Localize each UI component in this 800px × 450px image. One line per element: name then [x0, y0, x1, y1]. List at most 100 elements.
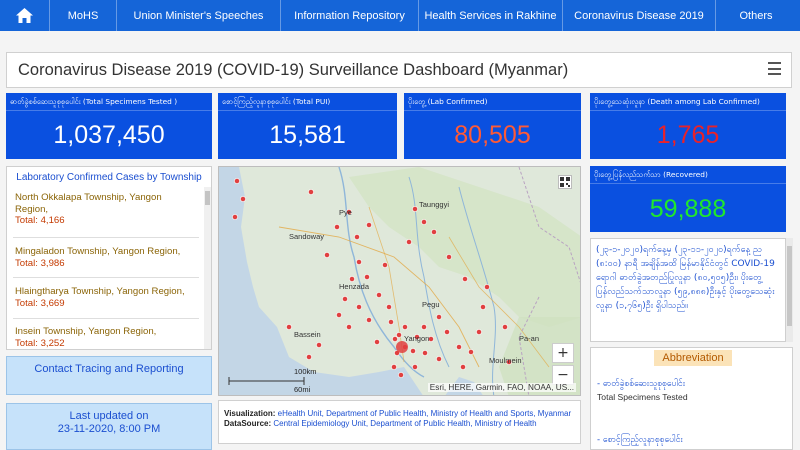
case-marker[interactable]: [356, 259, 362, 265]
case-marker[interactable]: [386, 304, 392, 310]
case-marker[interactable]: [286, 324, 292, 330]
viz-text: eHealth Unit, Department of Public Healt…: [277, 409, 572, 418]
total-pui-label: စောင့်ကြည့်လူနာစုစုပေါင်း (Total PUI): [222, 97, 331, 106]
case-marker[interactable]: [334, 224, 340, 230]
case-marker[interactable]: [414, 334, 420, 340]
case-marker[interactable]: [436, 356, 442, 362]
case-marker[interactable]: [364, 274, 370, 280]
total-tested-label: ဓာတ်ခွဲစစ်ဆေးသူစုစုပေါင်း (Total Specime…: [10, 97, 178, 106]
list-item[interactable]: Hlaingtharya Township, Yangon Region, To…: [15, 286, 195, 309]
township-list-header: Laboratory Confirmed Cases by Township: [16, 172, 202, 183]
home-icon: [16, 8, 33, 23]
nav-item-mohs[interactable]: MoHS: [67, 9, 99, 22]
case-map[interactable]: Pye Taunggyi Sandoway Henzada Pegu Basse…: [218, 166, 581, 396]
nav-divider: [715, 0, 716, 31]
hamburger-menu-icon[interactable]: [768, 62, 781, 75]
case-marker[interactable]: [506, 359, 512, 365]
case-marker[interactable]: [502, 324, 508, 330]
map-label: Sandoway: [289, 232, 324, 241]
case-marker[interactable]: [406, 239, 412, 245]
case-marker[interactable]: [412, 206, 418, 212]
scrollbar-thumb[interactable]: [205, 191, 210, 205]
case-marker[interactable]: [456, 344, 462, 350]
case-marker[interactable]: [468, 349, 474, 355]
list-item[interactable]: Insein Township, Yangon Region, Total: 3…: [15, 326, 195, 349]
case-marker[interactable]: [436, 314, 442, 320]
case-cluster-marker[interactable]: [396, 341, 408, 353]
case-marker[interactable]: [382, 262, 388, 268]
contact-tracing-button[interactable]: Contact Tracing and Reporting: [6, 356, 212, 395]
township-name: Mingaladon Township, Yangon Region,: [15, 246, 181, 257]
case-marker[interactable]: [376, 292, 382, 298]
case-marker[interactable]: [234, 178, 240, 184]
nav-item-speeches[interactable]: Union Minister's Speeches: [133, 9, 264, 22]
zoom-out-button[interactable]: −: [552, 365, 574, 385]
case-marker[interactable]: [398, 372, 404, 378]
case-marker[interactable]: [324, 252, 330, 258]
scrollbar-thumb[interactable]: [787, 246, 792, 326]
case-marker[interactable]: [240, 196, 246, 202]
case-marker[interactable]: [316, 342, 322, 348]
case-marker[interactable]: [366, 317, 372, 323]
case-marker[interactable]: [308, 189, 314, 195]
case-marker[interactable]: [392, 336, 398, 342]
case-marker[interactable]: [422, 350, 428, 356]
nav-item-others[interactable]: Others: [739, 9, 773, 22]
map-label: Taunggyi: [419, 200, 449, 209]
home-button[interactable]: [0, 0, 49, 31]
case-marker[interactable]: [336, 312, 342, 318]
case-marker[interactable]: [460, 364, 466, 370]
case-marker[interactable]: [446, 254, 452, 260]
case-marker[interactable]: [388, 319, 394, 325]
case-marker[interactable]: [342, 296, 348, 302]
list-item[interactable]: Mingaladon Township, Yangon Region, Tota…: [15, 246, 195, 269]
case-marker[interactable]: [232, 214, 238, 220]
case-marker[interactable]: [428, 336, 434, 342]
total-tested-value: 1,037,450: [53, 121, 165, 149]
abbreviation-definition: Total Specimens Tested: [597, 392, 688, 402]
case-marker[interactable]: [402, 324, 408, 330]
list-item[interactable]: North Okkalapa Township, Yangon Region, …: [15, 192, 195, 227]
map-label: Pye: [339, 208, 352, 217]
case-marker[interactable]: [431, 229, 437, 235]
case-marker[interactable]: [356, 304, 362, 310]
case-marker[interactable]: [354, 234, 360, 240]
last-updated-panel: Last updated on 23-11-2020, 8:00 PM: [6, 403, 212, 450]
township-total: Total: 3,252: [15, 337, 65, 349]
page-title: Coronavirus Disease 2019 (COVID-19) Surv…: [18, 60, 569, 79]
case-marker[interactable]: [366, 222, 372, 228]
nav-item-repository[interactable]: Information Repository: [294, 9, 405, 22]
case-marker[interactable]: [462, 276, 468, 282]
case-marker[interactable]: [374, 339, 380, 345]
case-marker[interactable]: [306, 354, 312, 360]
map-label: Yangon: [404, 334, 429, 343]
case-marker[interactable]: [391, 364, 397, 370]
township-scrollbar[interactable]: [204, 187, 211, 349]
case-marker[interactable]: [421, 219, 427, 225]
case-marker[interactable]: [480, 304, 486, 310]
recovered-label: ပိုးတွေ့ပြန်လည်သက်သာ (Recovered): [594, 170, 708, 179]
nav-item-rakhine[interactable]: Health Services in Rakhine: [424, 9, 557, 22]
case-marker[interactable]: [476, 329, 482, 335]
case-marker[interactable]: [410, 348, 416, 354]
case-marker[interactable]: [444, 329, 450, 335]
case-marker[interactable]: [346, 324, 352, 330]
case-marker[interactable]: [349, 276, 355, 282]
map-label: Moulmein: [489, 356, 522, 365]
nav-divider: [562, 0, 563, 31]
map-attribution: Esri, HERE, Garmin, FAO, NOAA, US...: [427, 383, 576, 392]
map-canvas[interactable]: Pye Taunggyi Sandoway Henzada Pegu Basse…: [219, 167, 581, 396]
case-marker[interactable]: [484, 284, 490, 290]
case-marker[interactable]: [396, 332, 402, 338]
scale-label-mi: 60mi: [294, 385, 311, 394]
case-marker[interactable]: [346, 209, 352, 215]
case-marker[interactable]: [421, 324, 427, 330]
zoom-in-button[interactable]: +: [552, 343, 574, 363]
qr-icon[interactable]: [558, 175, 572, 189]
map-label: Pegu: [422, 300, 440, 309]
case-marker[interactable]: [412, 364, 418, 370]
map-label: Pa-an: [519, 334, 539, 343]
map-label: Henzada: [339, 282, 370, 291]
deaths-value: 1,765: [656, 121, 720, 149]
nav-item-covid[interactable]: Coronavirus Disease 2019: [574, 9, 704, 22]
